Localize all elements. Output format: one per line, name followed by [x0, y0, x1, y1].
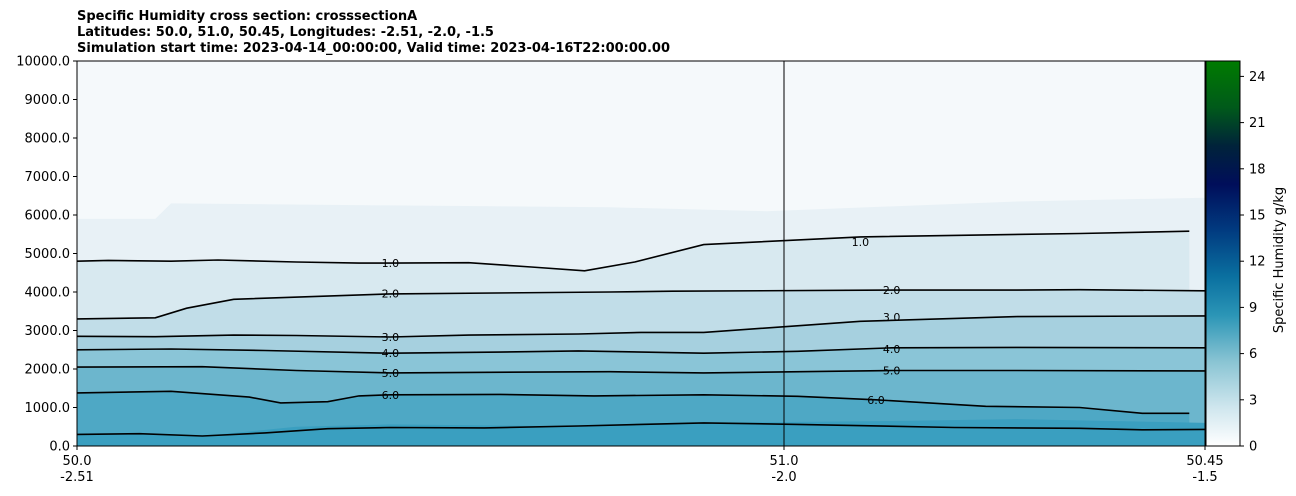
contour-line-3.0: [77, 315, 1205, 338]
contour-label: 2.0: [382, 288, 400, 301]
contour-line-4.0: [77, 346, 1205, 355]
y-tick-label: 4000.0: [25, 286, 71, 301]
y-tick-label: 0.0: [49, 440, 70, 455]
contour-label: 5.0: [382, 367, 400, 380]
colorbar-axis: 0 3 6 9 12 15 18 21 24: [1240, 70, 1266, 455]
colorbar-tick-label: 24: [1249, 70, 1266, 85]
colorbar-tick-label: 18: [1249, 162, 1266, 177]
colorbar-tick-label: 12: [1249, 255, 1266, 270]
colorbar-tick-label: 6: [1249, 347, 1257, 362]
x-tick-label-lat: 50.0: [63, 454, 92, 469]
contour-line-5.0: [77, 365, 1205, 374]
colorbar-tick-label: 21: [1249, 116, 1266, 131]
band-7: [77, 419, 1205, 446]
contour-label: 3.0: [382, 331, 400, 344]
colorbar-tick-label: 0: [1249, 440, 1257, 455]
y-tick-label: 1000.0: [25, 401, 71, 416]
contour-label: 2.0: [883, 284, 901, 297]
y-tick-label: 7000.0: [25, 170, 71, 185]
contour-label: 4.0: [382, 347, 400, 360]
colorbar-tick-label: 15: [1249, 209, 1266, 224]
x-tick-label-lon: -1.5: [1192, 470, 1217, 485]
x-tick-label-lat: 50.45: [1186, 454, 1223, 469]
x-tick-label-lon: -2.0: [771, 470, 796, 485]
contour-line-surface: [77, 422, 1205, 437]
contour-label: 6.0: [382, 389, 400, 402]
contour-label: 6.0: [867, 394, 885, 407]
y-tick-label: 9000.0: [25, 93, 71, 108]
x-tick-label-lat: 51.0: [770, 454, 799, 469]
humidity-contour-lines: 1.0 1.0 2.0 2.0 3.0 3.0 4.0 4.0 5.0 5.0 6.0 6.0: [77, 230, 1205, 437]
x-axis: 50.0-2.51 51.0-2.0 50.45-1.5: [60, 446, 1224, 485]
contour-label: 1.0: [852, 236, 870, 249]
y-tick-label: 8000.0: [25, 132, 71, 147]
contour-line-2.0: [77, 288, 1205, 320]
contour-label: 3.0: [883, 311, 901, 324]
humidity-filled-contours: [77, 61, 1205, 446]
contour-label: 1.0: [382, 257, 400, 270]
y-tick-label: 2000.0: [25, 363, 71, 378]
colorbar: [1205, 60, 1241, 447]
y-tick-label: 5000.0: [25, 247, 71, 262]
contour-label: 4.0: [883, 343, 901, 356]
chart-title-line-3: Simulation start time: 2023-04-14_00:00:…: [77, 41, 670, 56]
colorbar-tick-label: 3: [1249, 393, 1257, 408]
contour-line-6.0: [77, 390, 1190, 415]
y-tick-label: 3000.0: [25, 324, 71, 339]
y-tick-label: 6000.0: [25, 209, 71, 224]
chart-title-line-2: Latitudes: 50.0, 51.0, 50.45, Longitudes…: [77, 25, 494, 40]
x-tick-label-lon: -2.51: [60, 470, 94, 485]
contour-line-1.0: [77, 230, 1190, 272]
y-tick-label: 10000.0: [16, 55, 70, 70]
y-axis: 0.0 1000.0 2000.0 3000.0 4000.0 5000.0 6000.0 7…: [16, 55, 77, 455]
colorbar-label: Specific Humidity g/kg: [1272, 187, 1287, 333]
contour-label: 5.0: [883, 365, 901, 378]
chart-title-line-1: Specific Humidity cross section: crossse…: [77, 9, 418, 24]
colorbar-tick-label: 9: [1249, 301, 1257, 316]
